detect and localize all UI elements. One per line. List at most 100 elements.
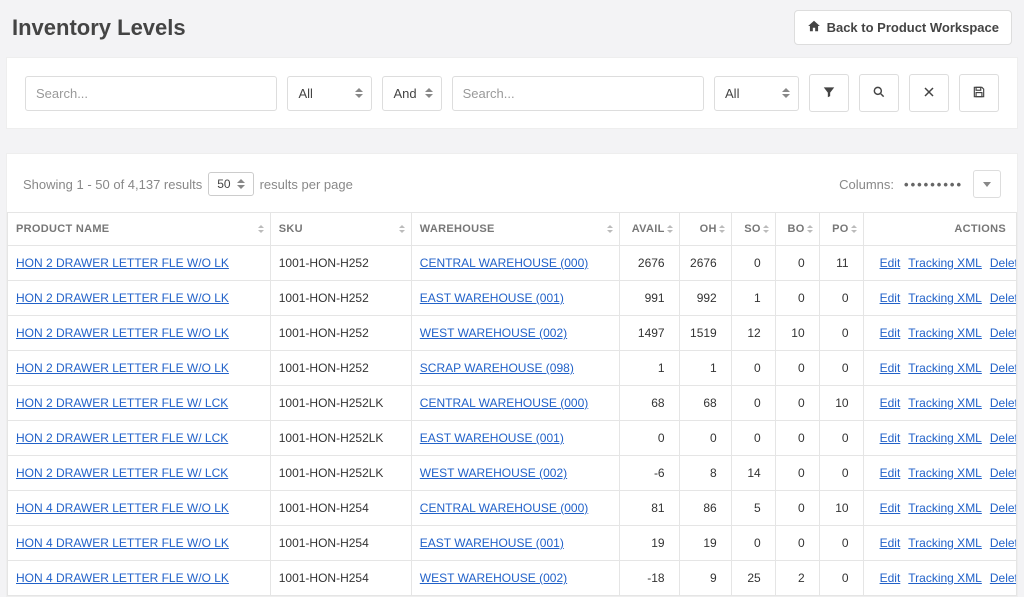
- field-select-2[interactable]: All: [714, 76, 799, 111]
- po-cell: 0: [819, 316, 863, 351]
- oh-cell: 19: [679, 526, 731, 561]
- tracking-link[interactable]: Tracking XML: [908, 431, 982, 445]
- clear-button[interactable]: [909, 74, 949, 112]
- product-link[interactable]: HON 2 DRAWER LETTER FLE W/ LCK: [16, 431, 228, 445]
- edit-link[interactable]: Edit: [880, 431, 901, 445]
- th-warehouse[interactable]: WAREHOUSE: [411, 213, 620, 246]
- edit-link[interactable]: Edit: [880, 396, 901, 410]
- product-link[interactable]: HON 2 DRAWER LETTER FLE W/O LK: [16, 256, 229, 270]
- so-cell: 14: [731, 456, 775, 491]
- warehouse-link[interactable]: WEST WAREHOUSE (002): [420, 326, 567, 340]
- oh-cell: 2676: [679, 246, 731, 281]
- sku-cell: 1001-HON-H252: [270, 281, 411, 316]
- tracking-link[interactable]: Tracking XML: [908, 536, 982, 550]
- tracking-link[interactable]: Tracking XML: [908, 501, 982, 515]
- tracking-link[interactable]: Tracking XML: [908, 361, 982, 375]
- delete-link[interactable]: Delete: [990, 361, 1017, 375]
- sku-cell: 1001-HON-H252LK: [270, 386, 411, 421]
- columns-toggle[interactable]: [973, 170, 1001, 198]
- th-sku[interactable]: SKU: [270, 213, 411, 246]
- product-link[interactable]: HON 2 DRAWER LETTER FLE W/O LK: [16, 361, 229, 375]
- product-link[interactable]: HON 4 DRAWER LETTER FLE W/O LK: [16, 501, 229, 515]
- delete-link[interactable]: Delete: [990, 256, 1017, 270]
- tracking-link[interactable]: Tracking XML: [908, 291, 982, 305]
- delete-link[interactable]: Delete: [990, 431, 1017, 445]
- columns-dots[interactable]: •••••••••: [904, 177, 963, 192]
- product-link[interactable]: HON 2 DRAWER LETTER FLE W/ LCK: [16, 396, 228, 410]
- warehouse-link[interactable]: CENTRAL WAREHOUSE (000): [420, 256, 588, 270]
- bo-cell: 10: [775, 316, 819, 351]
- warehouse-link[interactable]: WEST WAREHOUSE (002): [420, 466, 567, 480]
- edit-link[interactable]: Edit: [880, 571, 901, 585]
- sku-cell: 1001-HON-H252: [270, 246, 411, 281]
- so-cell: 0: [731, 526, 775, 561]
- th-po[interactable]: PO: [819, 213, 863, 246]
- so-cell: 0: [731, 246, 775, 281]
- field-select-1[interactable]: All: [287, 76, 372, 111]
- columns-label: Columns:: [839, 177, 894, 192]
- per-page-select[interactable]: 50: [208, 172, 253, 196]
- close-icon: [923, 85, 935, 101]
- edit-link[interactable]: Edit: [880, 291, 901, 305]
- so-cell: 0: [731, 421, 775, 456]
- edit-link[interactable]: Edit: [880, 361, 901, 375]
- product-link[interactable]: HON 4 DRAWER LETTER FLE W/O LK: [16, 571, 229, 585]
- table-row: HON 2 DRAWER LETTER FLE W/ LCK1001-HON-H…: [8, 456, 1017, 491]
- warehouse-link[interactable]: SCRAP WAREHOUSE (098): [420, 361, 574, 375]
- search-button[interactable]: [859, 74, 899, 112]
- th-oh[interactable]: OH: [679, 213, 731, 246]
- warehouse-link[interactable]: WEST WAREHOUSE (002): [420, 571, 567, 585]
- delete-link[interactable]: Delete: [990, 291, 1017, 305]
- product-link[interactable]: HON 4 DRAWER LETTER FLE W/O LK: [16, 536, 229, 550]
- home-icon: [807, 19, 821, 36]
- table-row: HON 2 DRAWER LETTER FLE W/O LK1001-HON-H…: [8, 316, 1017, 351]
- delete-link[interactable]: Delete: [990, 466, 1017, 480]
- bo-cell: 0: [775, 491, 819, 526]
- save-button[interactable]: [959, 74, 999, 112]
- back-to-workspace-button[interactable]: Back to Product Workspace: [794, 10, 1012, 45]
- tracking-link[interactable]: Tracking XML: [908, 396, 982, 410]
- search-input-1[interactable]: [25, 76, 277, 111]
- edit-link[interactable]: Edit: [880, 256, 901, 270]
- filter-button[interactable]: [809, 74, 849, 112]
- po-cell: 0: [819, 421, 863, 456]
- tracking-link[interactable]: Tracking XML: [908, 256, 982, 270]
- delete-link[interactable]: Delete: [990, 501, 1017, 515]
- avail-cell: 19: [620, 526, 679, 561]
- tracking-link[interactable]: Tracking XML: [908, 571, 982, 585]
- edit-link[interactable]: Edit: [880, 466, 901, 480]
- search-input-2[interactable]: [452, 76, 704, 111]
- delete-link[interactable]: Delete: [990, 326, 1017, 340]
- po-cell: 0: [819, 351, 863, 386]
- bo-cell: 0: [775, 526, 819, 561]
- warehouse-link[interactable]: EAST WAREHOUSE (001): [420, 431, 564, 445]
- edit-link[interactable]: Edit: [880, 326, 901, 340]
- delete-link[interactable]: Delete: [990, 396, 1017, 410]
- table-row: HON 2 DRAWER LETTER FLE W/O LK1001-HON-H…: [8, 351, 1017, 386]
- th-avail[interactable]: AVAIL: [620, 213, 679, 246]
- th-so[interactable]: SO: [731, 213, 775, 246]
- th-bo[interactable]: BO: [775, 213, 819, 246]
- product-link[interactable]: HON 2 DRAWER LETTER FLE W/O LK: [16, 291, 229, 305]
- oh-cell: 992: [679, 281, 731, 316]
- th-product[interactable]: PRODUCT NAME: [8, 213, 271, 246]
- warehouse-link[interactable]: CENTRAL WAREHOUSE (000): [420, 396, 588, 410]
- logic-select[interactable]: And: [382, 76, 441, 111]
- delete-link[interactable]: Delete: [990, 536, 1017, 550]
- product-link[interactable]: HON 2 DRAWER LETTER FLE W/O LK: [16, 326, 229, 340]
- sku-cell: 1001-HON-H254: [270, 491, 411, 526]
- warehouse-link[interactable]: EAST WAREHOUSE (001): [420, 536, 564, 550]
- product-link[interactable]: HON 2 DRAWER LETTER FLE W/ LCK: [16, 466, 228, 480]
- table-row: HON 2 DRAWER LETTER FLE W/ LCK 1001-HON-H…: [8, 386, 1017, 421]
- sku-cell: 1001-HON-H254: [270, 561, 411, 596]
- results-count: Showing 1 - 50 of 4,137 results: [23, 177, 202, 192]
- so-cell: 0: [731, 386, 775, 421]
- oh-cell: 0: [679, 421, 731, 456]
- edit-link[interactable]: Edit: [880, 536, 901, 550]
- delete-link[interactable]: Delete: [990, 571, 1017, 585]
- warehouse-link[interactable]: CENTRAL WAREHOUSE (000): [420, 501, 588, 515]
- warehouse-link[interactable]: EAST WAREHOUSE (001): [420, 291, 564, 305]
- edit-link[interactable]: Edit: [880, 501, 901, 515]
- tracking-link[interactable]: Tracking XML: [908, 326, 982, 340]
- tracking-link[interactable]: Tracking XML: [908, 466, 982, 480]
